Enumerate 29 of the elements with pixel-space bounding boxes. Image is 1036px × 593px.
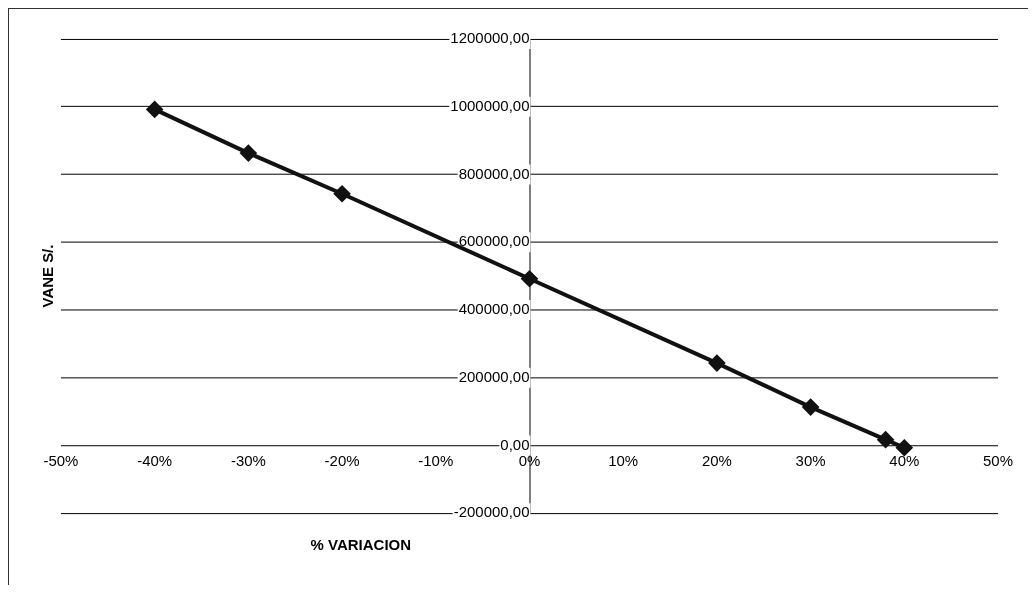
point <box>896 439 913 456</box>
point <box>334 185 351 202</box>
x-tick-label: 20% <box>701 452 732 470</box>
x-tick-label: 30% <box>795 452 826 470</box>
x-tick-label: -30% <box>230 452 266 470</box>
x-tick-label: -50% <box>43 452 79 470</box>
y-axis-title: VANE S/. <box>39 244 57 308</box>
x-axis-title: % VARIACION <box>310 536 412 554</box>
point <box>240 145 257 162</box>
y-tick-label: 0,00 <box>500 435 530 453</box>
x-tick-label: 40% <box>889 452 920 470</box>
point <box>802 399 819 416</box>
point <box>708 355 725 372</box>
x-tick-label: 50% <box>983 452 1014 470</box>
y-tick-label: 800000,00 <box>458 164 530 182</box>
x-tick-label: -10% <box>418 452 454 470</box>
x-tick-label: -40% <box>137 452 173 470</box>
y-tick-label: 400000,00 <box>458 300 530 318</box>
y-tick-label: 200000,00 <box>458 367 530 385</box>
point <box>877 431 894 448</box>
y-tick-label: 1200000,00 <box>450 29 530 47</box>
point <box>146 101 163 118</box>
x-tick-label: 0% <box>518 452 541 470</box>
x-tick-label: 10% <box>608 452 639 470</box>
point <box>521 270 538 287</box>
x-tick-label: -20% <box>324 452 360 470</box>
y-tick-label: 600000,00 <box>458 232 530 250</box>
y-tick-label: 1000000,00 <box>450 96 530 114</box>
y-tick-label: -200000,00 <box>453 503 530 521</box>
